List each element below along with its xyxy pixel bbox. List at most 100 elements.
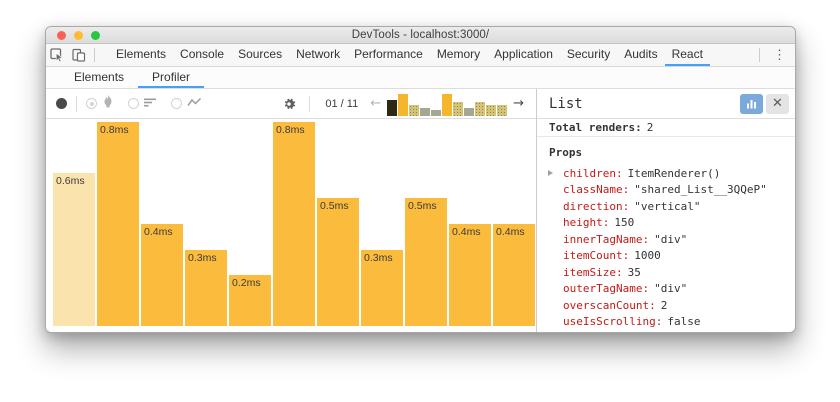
commit-bar-9[interactable]: 0.5ms — [405, 198, 447, 326]
render-chart-toggle-button[interactable] — [740, 93, 763, 114]
kebab-menu-icon[interactable]: ⋮ — [773, 47, 786, 62]
interactions-radio[interactable] — [171, 98, 182, 109]
tab-network[interactable]: Network — [296, 47, 341, 61]
props-list: children: ItemRenderer() className: "shared… — [537, 165, 795, 332]
total-renders-value: 2 — [646, 121, 654, 134]
commit-bar-10[interactable]: 0.4ms — [449, 224, 491, 326]
snapshot-position: 01 / 11 — [325, 97, 359, 110]
tab-audits[interactable]: Audits — [624, 47, 658, 61]
prop-value: false — [667, 315, 701, 329]
tab-react[interactable]: React — [664, 44, 710, 66]
toolbar-separator — [94, 48, 95, 62]
tab-application[interactable]: Application — [494, 47, 553, 61]
commit-bar-label: 0.4ms — [144, 226, 173, 238]
previous-snapshot-arrow-icon[interactable]: ← — [370, 96, 382, 111]
commit-bar-label: 0.4ms — [452, 226, 481, 238]
prop-value: 35 — [627, 265, 641, 279]
commit-bar-3[interactable]: 0.4ms — [141, 224, 183, 326]
total-renders-row: Total renders: 2 — [537, 119, 795, 137]
prop-row-height: height: 150 — [537, 215, 795, 232]
prop-value: ItemRenderer() — [627, 166, 721, 180]
commit-bar-2[interactable]: 0.8ms — [97, 122, 139, 326]
devtools-tab-bar: Elements Console Sources Network Performance… — [46, 44, 795, 67]
device-toolbar-icon[interactable] — [68, 44, 90, 66]
next-snapshot-arrow-icon[interactable]: → — [513, 96, 524, 111]
snapshot-bar-6[interactable] — [442, 93, 453, 116]
content-area: 01 / 11 ← → 0.6ms 0.8ms 0.4ms 0.3ms 0.2ms 0.8… — [46, 89, 795, 332]
record-button[interactable] — [56, 98, 67, 109]
react-subtab-bar: Elements Profiler — [46, 67, 795, 89]
view-flamegraph-option[interactable] — [86, 94, 114, 113]
overflow-menu-area: ⋮ — [755, 44, 795, 66]
minimize-window-button[interactable] — [74, 31, 83, 40]
commit-bar-6[interactable]: 0.8ms — [273, 122, 315, 326]
snapshot-bar-2[interactable] — [398, 93, 409, 116]
view-ranked-option[interactable] — [128, 95, 157, 113]
snapshot-bar-9[interactable] — [475, 101, 486, 116]
snapshot-bar-7[interactable] — [453, 101, 464, 116]
bar-chart-icon — [747, 100, 756, 109]
snapshot-bar-11[interactable] — [497, 104, 508, 116]
commit-bar-5[interactable]: 0.2ms — [229, 275, 271, 326]
tab-console[interactable]: Console — [180, 47, 225, 61]
subtab-elements[interactable]: Elements — [74, 69, 125, 84]
close-panel-button[interactable]: ✕ — [766, 93, 789, 114]
prop-row-useIsScrolling: useIsScrolling: false — [537, 314, 795, 331]
prop-name: height: — [563, 216, 610, 230]
prop-row-direction: direction: "vertical" — [537, 198, 795, 215]
prop-row-width: width:300 — [537, 330, 795, 333]
prop-row-itemCount: itemCount: 1000 — [537, 248, 795, 265]
tab-performance[interactable]: Performance — [354, 47, 423, 61]
commit-bar-1[interactable]: 0.6ms — [53, 173, 95, 326]
prop-name: overscanCount: — [563, 298, 656, 312]
prop-value: "div" — [654, 232, 688, 246]
commit-bar-label: 0.8ms — [100, 124, 129, 136]
commit-bar-label: 0.3ms — [188, 252, 217, 264]
commit-bar-chart: 0.6ms 0.8ms 0.4ms 0.3ms 0.2ms 0.8ms 0.5ms 0.3ms… — [53, 122, 535, 326]
snapshot-bar-3[interactable] — [409, 104, 420, 116]
profiler-toolbar: 01 / 11 ← → — [46, 89, 536, 119]
prop-row-overscanCount: overscanCount: 2 — [537, 297, 795, 314]
commit-bar-4[interactable]: 0.3ms — [185, 250, 227, 326]
props-section: Props children: ItemRenderer() className: "… — [537, 137, 795, 332]
prop-row-children[interactable]: children: ItemRenderer() — [537, 165, 795, 182]
react-subtabs: Elements Profiler — [60, 67, 205, 88]
panel-buttons: ✕ — [740, 93, 789, 114]
devtools-window: DevTools - localhost:3000/ Elements Conso… — [45, 26, 796, 333]
expand-triangle-icon[interactable] — [548, 170, 553, 176]
tab-security[interactable]: Security — [566, 47, 611, 61]
toolbar-separator — [759, 48, 760, 62]
commit-bar-label: 0.5ms — [408, 200, 437, 212]
snapshot-bar-8[interactable] — [464, 107, 475, 116]
commit-chart-area: 0.6ms 0.8ms 0.4ms 0.3ms 0.2ms 0.8ms 0.5ms 0.3ms… — [46, 119, 536, 332]
tab-elements[interactable]: Elements — [116, 47, 167, 61]
tab-memory[interactable]: Memory — [436, 47, 481, 61]
commit-bar-11[interactable]: 0.4ms — [493, 224, 535, 326]
snapshot-bar-10[interactable] — [486, 104, 497, 116]
snapshot-bar-1[interactable] — [387, 99, 398, 116]
commit-bar-7[interactable]: 0.5ms — [317, 198, 359, 326]
tab-sources[interactable]: Sources — [238, 47, 283, 61]
zoom-window-button[interactable] — [91, 31, 100, 40]
prop-row-itemSize: itemSize: 35 — [537, 264, 795, 281]
flamegraph-radio[interactable] — [86, 98, 97, 109]
subtab-profiler[interactable]: Profiler — [138, 67, 205, 88]
toolbar-separator — [76, 95, 77, 112]
gear-icon[interactable] — [278, 97, 300, 111]
close-window-button[interactable] — [57, 31, 66, 40]
snapshot-bar-5[interactable] — [431, 109, 442, 116]
component-name: List — [549, 95, 583, 112]
toolbar-separator — [309, 95, 311, 112]
view-interactions-option[interactable] — [171, 95, 202, 113]
snapshot-selector-chart[interactable] — [387, 92, 508, 116]
commit-bar-label: 0.8ms — [276, 124, 305, 136]
profiler-pane: 01 / 11 ← → 0.6ms 0.8ms 0.4ms 0.3ms 0.2ms 0.8… — [46, 89, 536, 332]
inspect-element-icon[interactable] — [46, 44, 68, 66]
commit-bar-8[interactable]: 0.3ms — [361, 250, 403, 326]
snapshot-bar-4[interactable] — [420, 107, 431, 116]
prop-value: 1000 — [634, 249, 661, 263]
ranked-radio[interactable] — [128, 98, 139, 109]
ranked-chart-icon — [144, 95, 157, 113]
snapshot-navigation: 01 / 11 ← → — [278, 92, 528, 116]
